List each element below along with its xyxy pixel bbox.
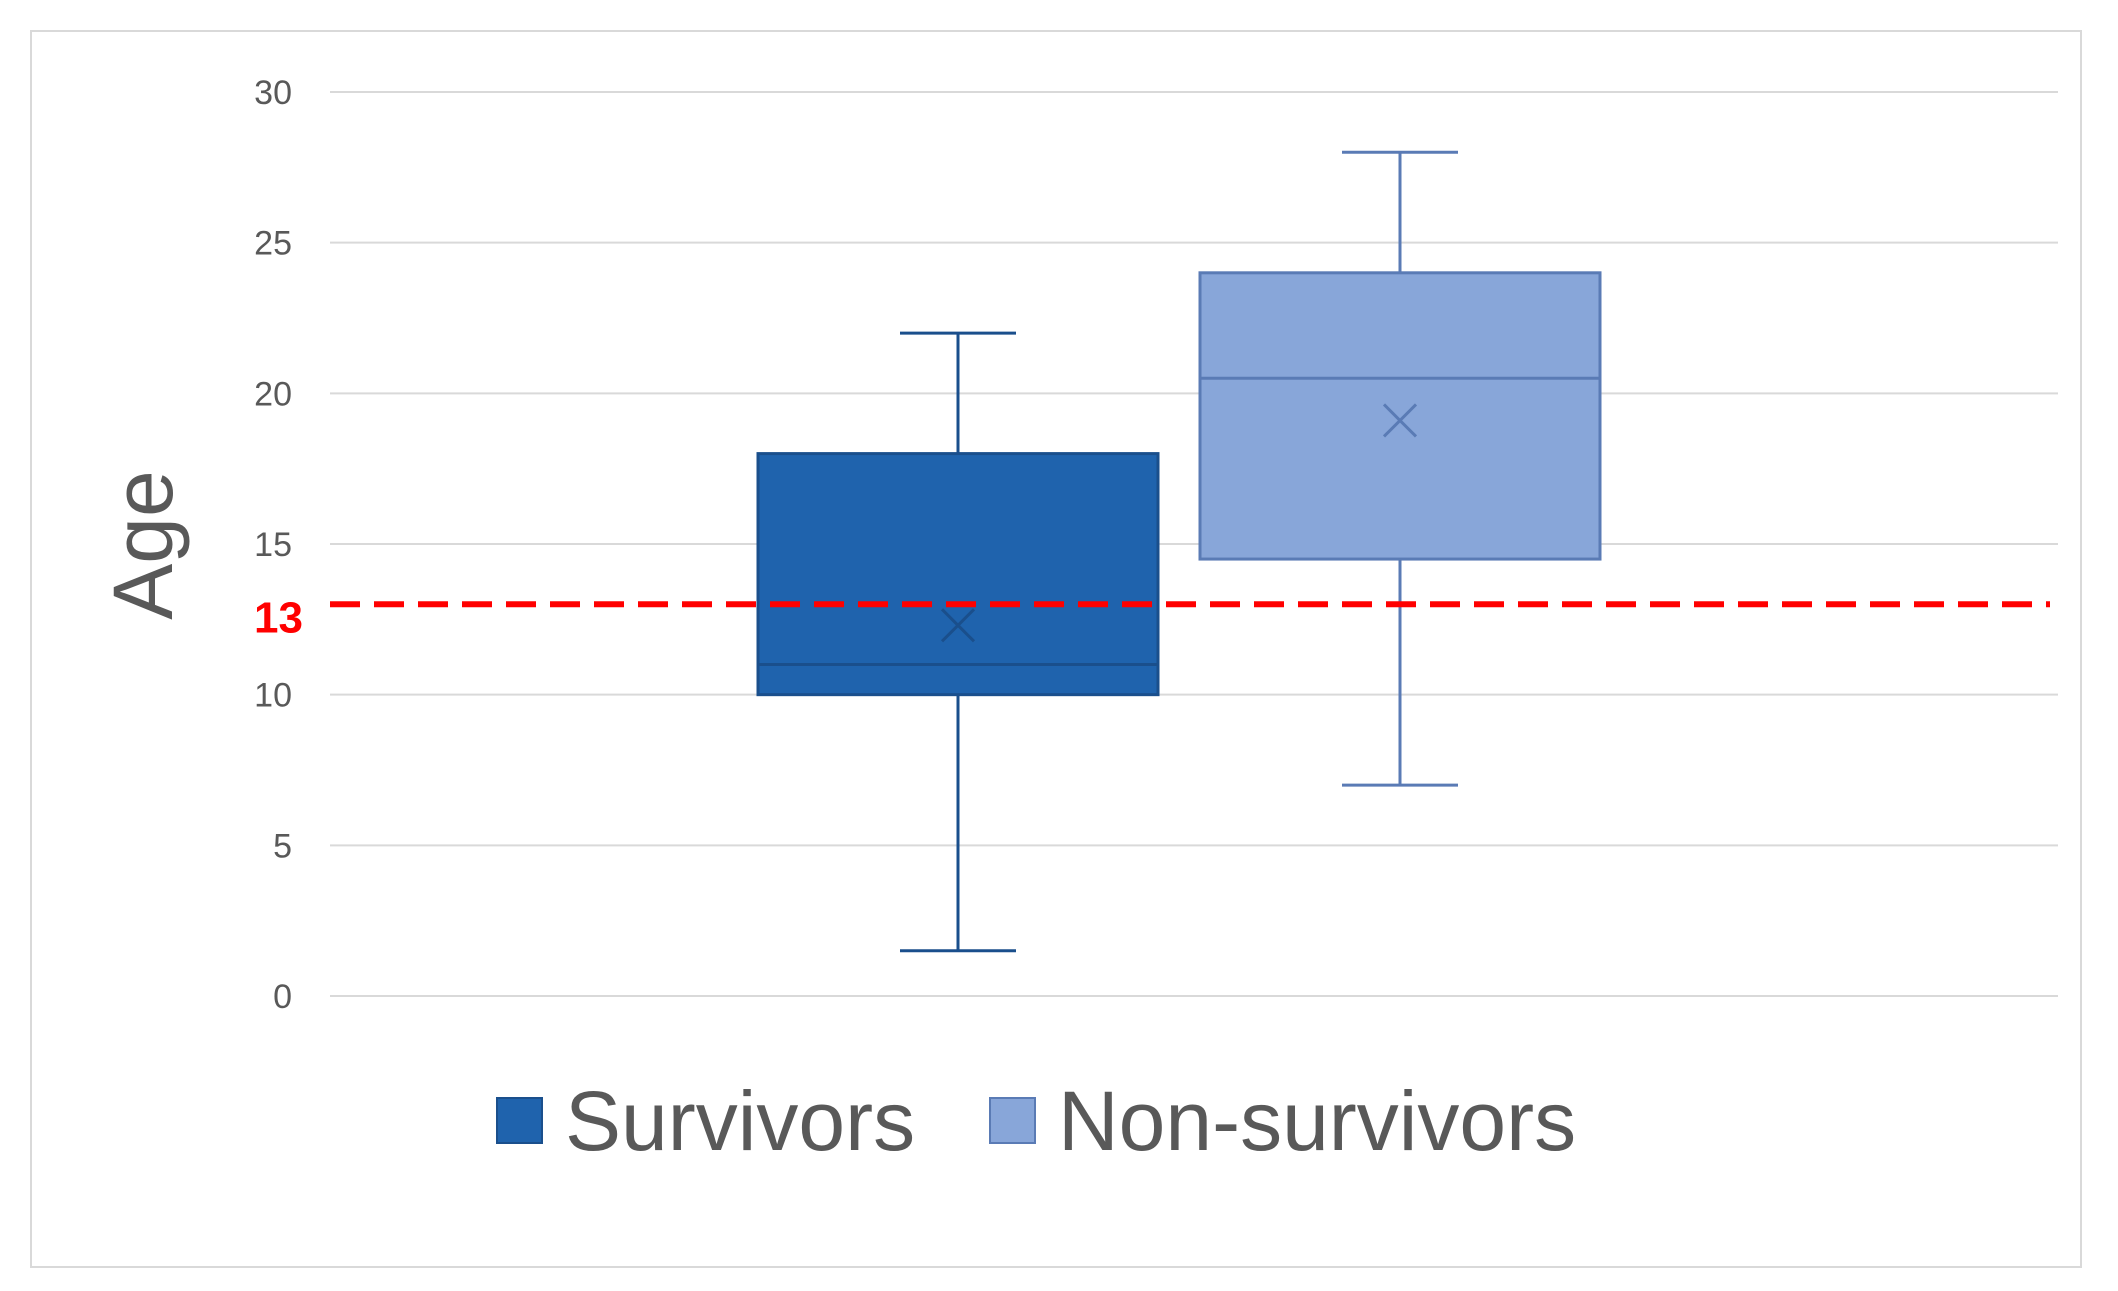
y-tick-label: 0 bbox=[273, 978, 292, 1016]
y-tick-labels: 0 5 10 15 20 25 30 bbox=[254, 74, 292, 1016]
box-survivors bbox=[756, 331, 1160, 953]
legend: Survivors Non-survivors bbox=[496, 1074, 1576, 1168]
boxes bbox=[756, 150, 1602, 953]
y-tick-label: 10 bbox=[254, 677, 292, 715]
reference-line-group: 13 bbox=[254, 593, 2050, 642]
y-tick-label: 20 bbox=[254, 375, 292, 413]
y-tick-label: 25 bbox=[254, 225, 292, 263]
box-non-survivors bbox=[1198, 150, 1602, 787]
box-iqr bbox=[756, 452, 1160, 697]
y-tick-label: 30 bbox=[254, 74, 292, 112]
y-axis-label: Age bbox=[96, 470, 190, 619]
reference-line-label: 13 bbox=[254, 593, 303, 642]
legend-swatch bbox=[989, 1097, 1036, 1144]
mean-marker bbox=[1382, 403, 1418, 438]
box-iqr bbox=[1198, 271, 1602, 561]
y-tick-label: 15 bbox=[254, 526, 292, 564]
legend-label: Non-survivors bbox=[1058, 1074, 1576, 1168]
legend-swatch bbox=[496, 1097, 543, 1144]
y-tick-label: 5 bbox=[273, 827, 292, 865]
legend-label: Survivors bbox=[565, 1074, 915, 1168]
mean-marker bbox=[940, 608, 976, 643]
gridlines bbox=[330, 91, 2058, 997]
